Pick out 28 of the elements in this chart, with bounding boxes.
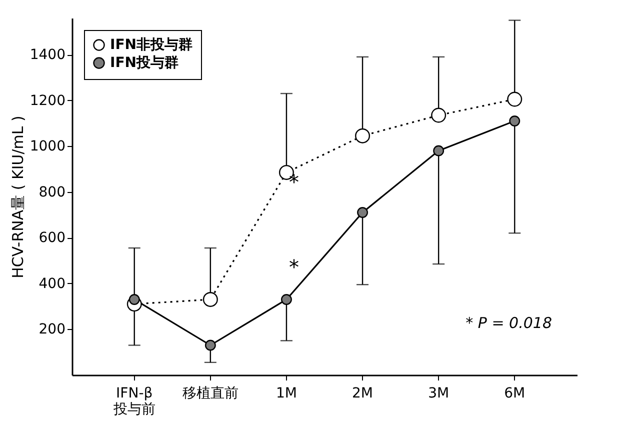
annotation: * (289, 255, 299, 279)
y-tick-label: 200 (38, 322, 66, 338)
point (202, 292, 218, 307)
legend-label: IFN投与群 (110, 55, 178, 71)
y-tick-label: 600 (38, 230, 66, 246)
x-tick-label: 移植直前 (182, 386, 238, 402)
point (281, 294, 292, 305)
point (355, 128, 370, 144)
y-tick-label: 400 (38, 276, 66, 292)
y-tick-label: 1000 (30, 138, 66, 155)
y-tick-label: 1400 (30, 47, 66, 64)
y-tick-label: 800 (38, 184, 66, 200)
x-tick-label: IFN-β 投与前 (112, 386, 156, 418)
x-tick-label: 2M (352, 386, 374, 402)
point (433, 145, 444, 156)
y-axis-title: HCV-RNA量 ( KIU/mL ) (8, 116, 27, 278)
x-tick-label: 3M (428, 386, 450, 402)
point (507, 92, 522, 107)
annotation: * (289, 170, 299, 194)
annotation: * P = 0.018 (466, 314, 552, 332)
point (204, 340, 216, 351)
legend-label: IFN非投与群 (110, 37, 192, 53)
x-tick-label: 6M (504, 386, 526, 402)
y-tick-label: 1200 (30, 92, 66, 109)
point (431, 108, 446, 123)
point (509, 116, 520, 126)
point (357, 207, 368, 218)
x-tick-label: 1M (276, 386, 297, 402)
